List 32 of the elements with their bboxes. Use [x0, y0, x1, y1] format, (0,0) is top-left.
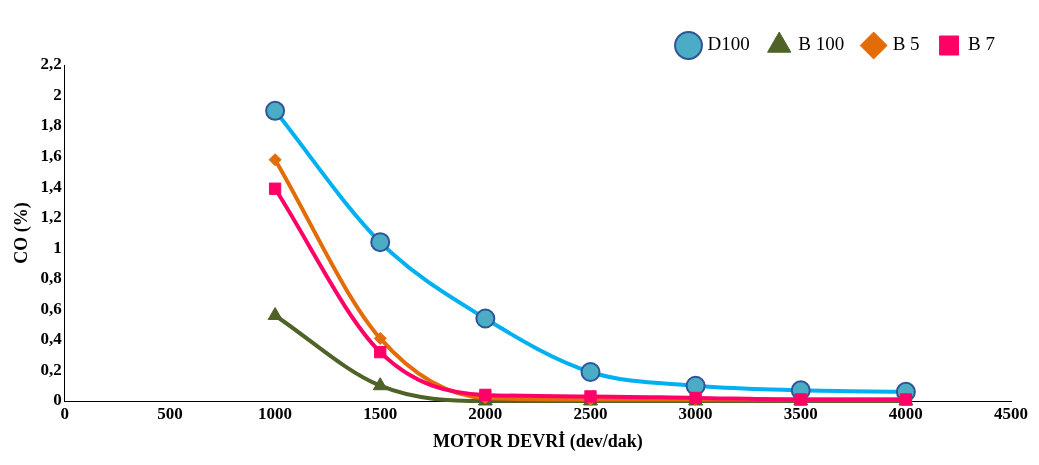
x-axis-title: MOTOR DEVRİ (dev/dak)	[433, 430, 643, 452]
legend-label: B 7	[968, 33, 996, 55]
x-tick-label: 1000	[258, 403, 293, 423]
y-tick-label: 0	[53, 390, 62, 410]
y-tick-label: 0,4	[40, 329, 63, 349]
x-tick-label: 1500	[363, 403, 398, 423]
y-tick-label: 1,8	[40, 115, 62, 135]
y-tick-label: 1	[53, 237, 62, 257]
point	[373, 331, 387, 345]
legend-label: B 100	[798, 33, 845, 55]
point	[374, 345, 387, 359]
x-tick-label: 4500	[994, 403, 1028, 423]
y-tick-label: 1,4	[40, 176, 63, 196]
x-tick-label: 3000	[678, 403, 713, 423]
y-tick-label: 2	[53, 84, 62, 104]
y-tick-label: 0,6	[40, 298, 62, 318]
legend-label: D100	[707, 33, 750, 55]
y-tick-label: 0,8	[40, 268, 62, 288]
x-tick-label: 2000	[468, 403, 503, 423]
y-tick-label: 0,2	[40, 359, 62, 379]
x-tick-label: 3500	[783, 403, 818, 423]
y-axis-title: CO (%)	[11, 202, 33, 264]
x-tick-label: 4000	[888, 403, 923, 423]
y-tick-label: 1,2	[40, 207, 62, 227]
legend-label: B 5	[892, 33, 920, 55]
x-tick-label: 500	[157, 403, 183, 423]
point	[372, 377, 388, 391]
y-tick-label: 2,2	[40, 54, 62, 74]
point	[268, 182, 282, 195]
point	[268, 153, 282, 167]
x-tick-label: 2500	[573, 403, 608, 423]
y-tick-label: 1,6	[40, 146, 62, 166]
